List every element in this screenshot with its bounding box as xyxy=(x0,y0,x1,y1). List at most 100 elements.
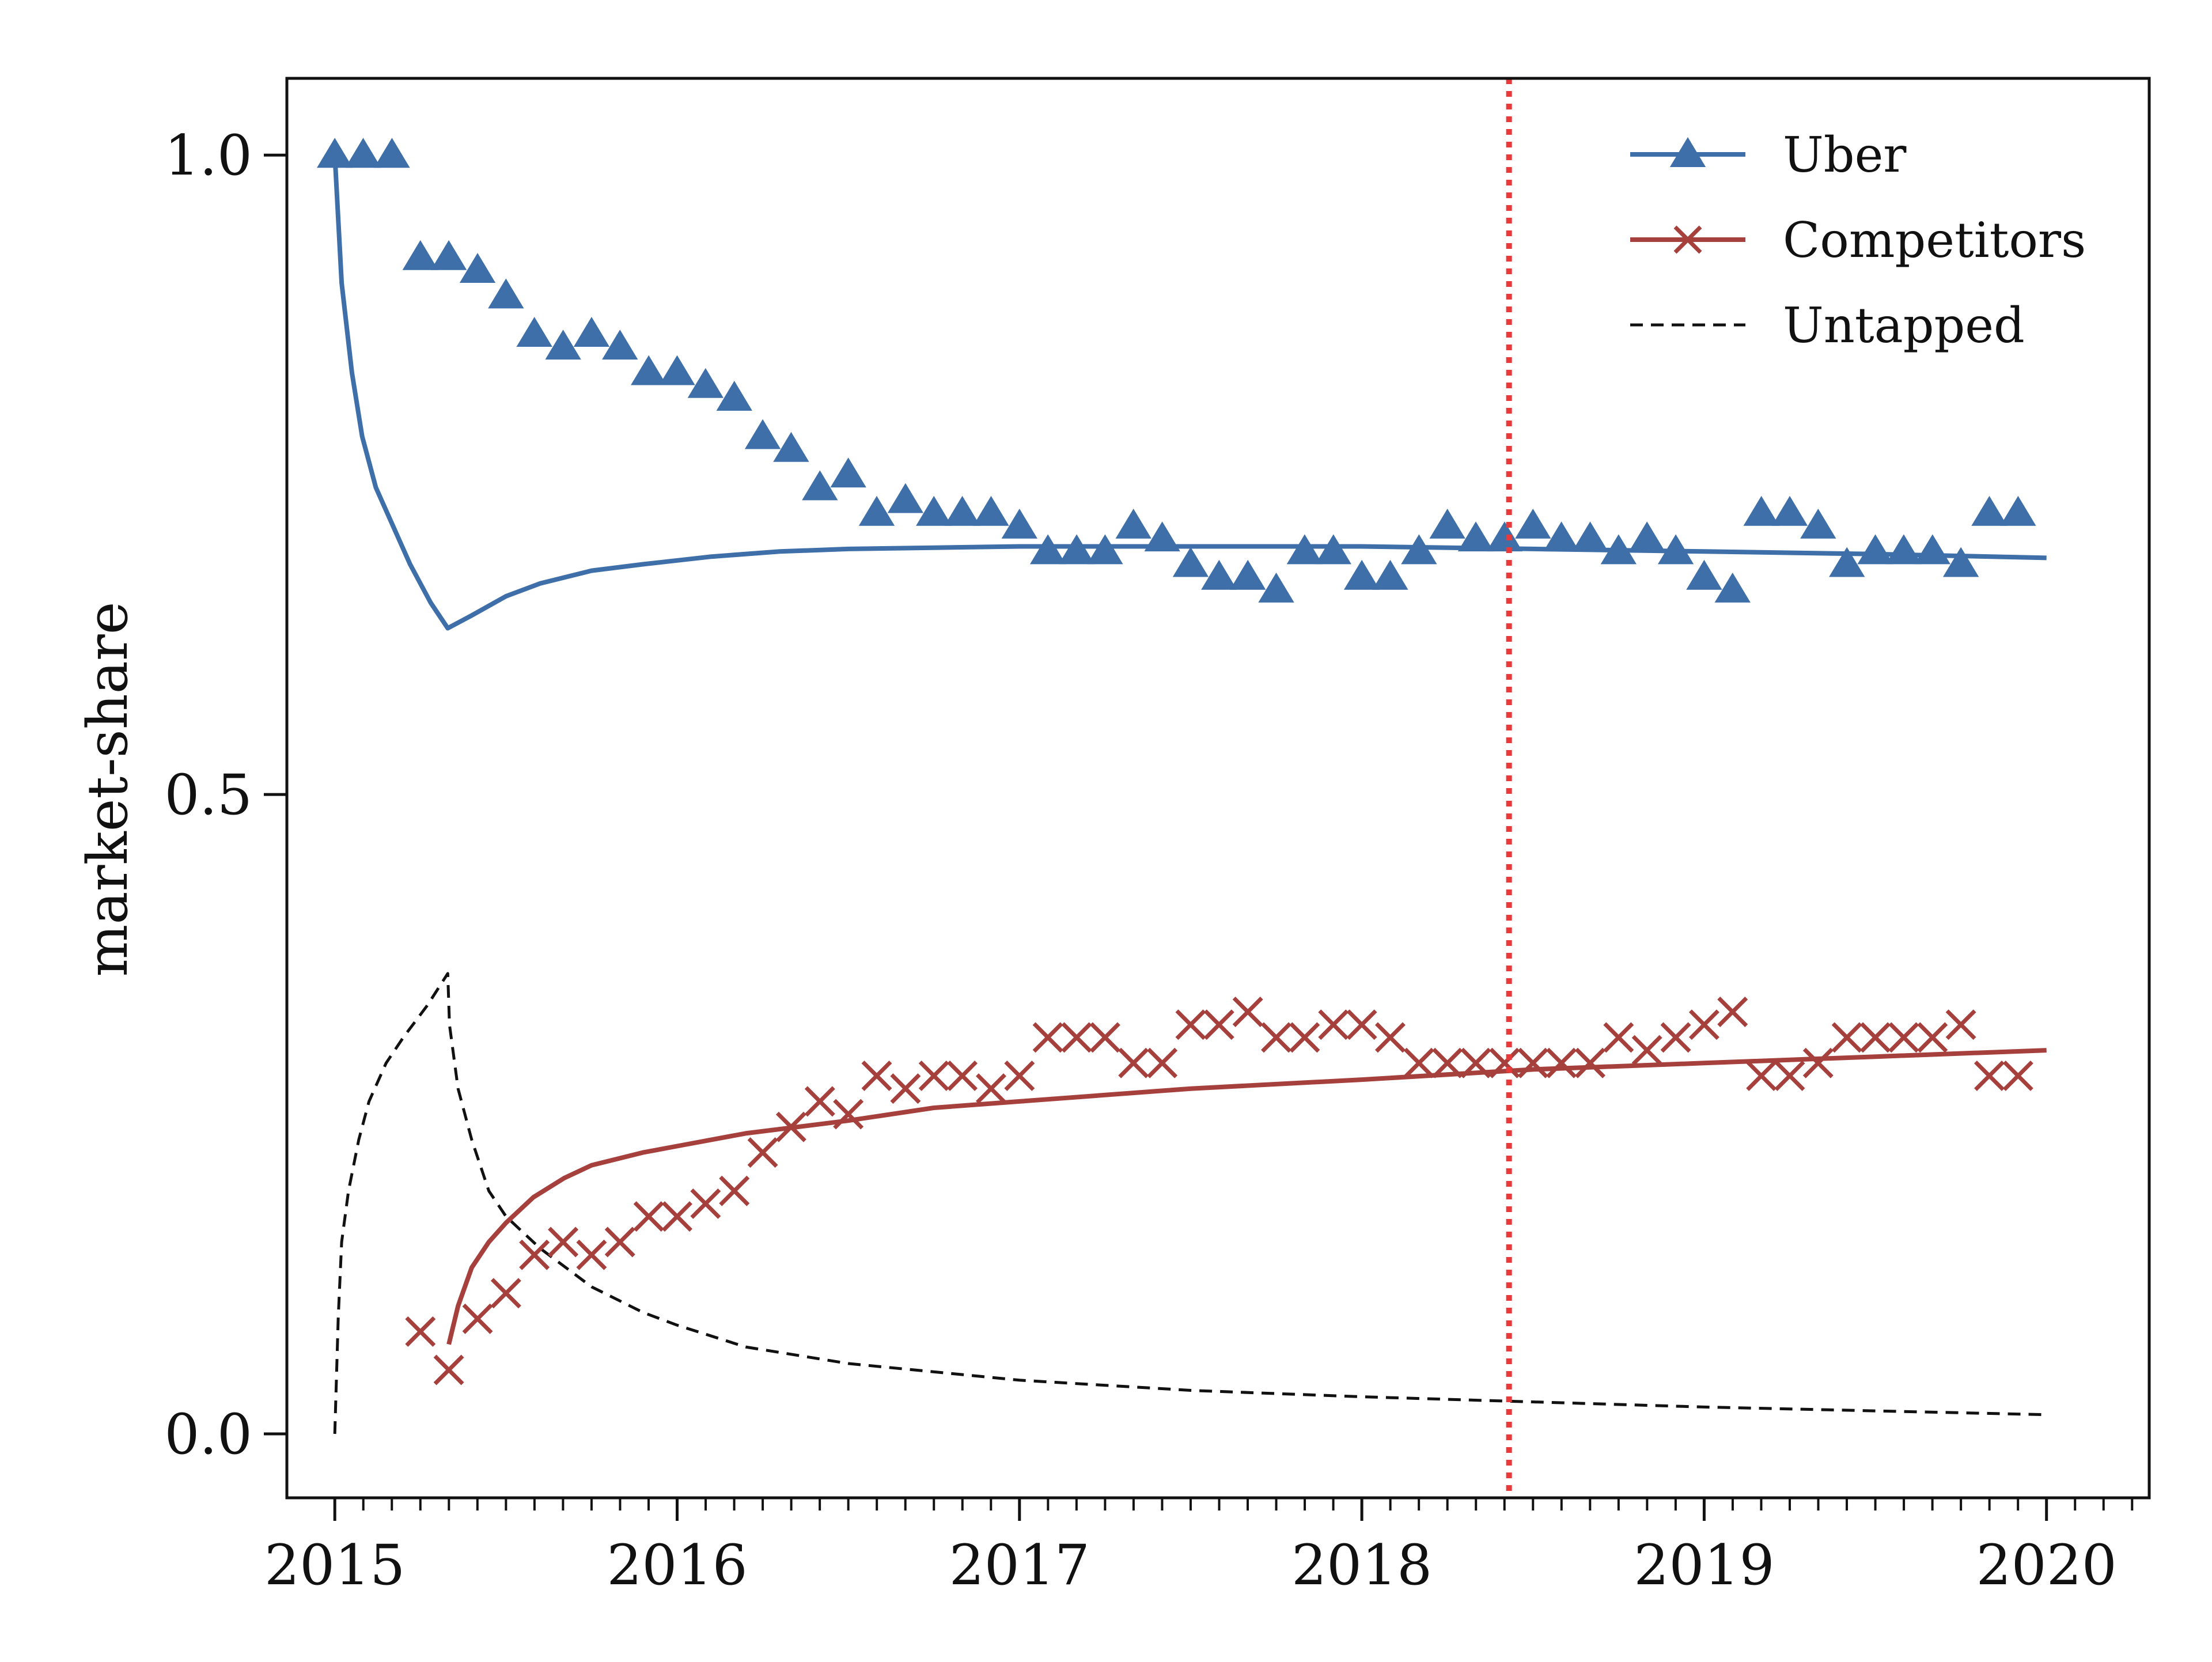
uber-point xyxy=(1572,521,1608,552)
competitors-point-stroke-b xyxy=(1831,1022,1862,1053)
competitors-point-stroke-b xyxy=(2002,1060,2033,1091)
uber-point xyxy=(1286,534,1323,565)
competitors-point-stroke-b xyxy=(490,1278,521,1309)
uber-point xyxy=(1457,521,1494,552)
legend-item-uber: Uber xyxy=(1630,127,1907,183)
uber-point xyxy=(631,355,667,385)
competitors-point-stroke-b xyxy=(1945,1009,1976,1040)
legend: Uber Competitors Untapped xyxy=(1630,127,2086,354)
competitors-point-stroke-b xyxy=(604,1226,635,1258)
competitors-point-stroke-b xyxy=(1403,1047,1434,1078)
competitors-point-stroke-b xyxy=(1203,1009,1234,1040)
legend-label: Competitors xyxy=(1783,212,2086,268)
competitors-point xyxy=(1517,1047,1548,1078)
uber-point xyxy=(2000,495,2036,526)
competitors-point-stroke-b xyxy=(1688,1009,1719,1040)
y-tick-label: 1.0 xyxy=(164,123,252,188)
competitors-point-stroke-b xyxy=(1802,1047,1834,1078)
competitors-point-stroke-b xyxy=(690,1188,721,1219)
competitors-point xyxy=(1004,1060,1035,1091)
uber-point xyxy=(830,457,866,488)
uber-point xyxy=(916,495,952,526)
competitors-point xyxy=(947,1060,978,1091)
competitors-point-stroke-b xyxy=(1089,1022,1120,1053)
competitors-point xyxy=(1774,1060,1805,1091)
competitors-point xyxy=(1717,996,1748,1027)
competitors-point-stroke-b xyxy=(1774,1060,1805,1091)
uber-point xyxy=(1343,559,1380,590)
uber-point xyxy=(1771,495,1808,526)
competitors-point-stroke-b xyxy=(662,1201,692,1232)
uber-point xyxy=(802,470,838,501)
competitors-point-stroke-b xyxy=(576,1239,607,1270)
uber-point xyxy=(1515,508,1551,539)
plot-layer xyxy=(317,78,2047,1498)
legend-x-marker-stroke-b xyxy=(1673,225,1702,254)
competitors-point-stroke-b xyxy=(1147,1047,1178,1078)
competitors-point-stroke-b xyxy=(433,1354,464,1385)
competitors-point xyxy=(433,1354,464,1385)
competitors-point xyxy=(1346,1009,1377,1040)
uber-point xyxy=(1942,547,1979,577)
y-axis-label: market-share xyxy=(75,601,140,976)
competitors-point-stroke-b xyxy=(1175,1009,1206,1040)
competitors-point xyxy=(1631,1035,1662,1066)
uber-point xyxy=(459,253,496,283)
competitors-point xyxy=(1802,1047,1834,1078)
competitors-point-stroke-b xyxy=(890,1073,921,1104)
uber-point xyxy=(1800,508,1836,539)
competitors-point xyxy=(576,1239,607,1270)
competitors-point xyxy=(747,1137,778,1168)
uber-point xyxy=(773,431,809,462)
competitors-point-stroke-b xyxy=(1318,1009,1349,1040)
competitors-point-stroke-b xyxy=(1917,1022,1948,1053)
uber-point xyxy=(602,330,638,360)
competitors-point-stroke-b xyxy=(747,1137,778,1168)
competitors-point xyxy=(1917,1022,1948,1053)
x-tick-label: 2020 xyxy=(1976,1533,2117,1597)
competitors-point xyxy=(1746,1060,1777,1091)
competitors-point-stroke-b xyxy=(1631,1035,1662,1066)
competitors-point xyxy=(1831,1022,1862,1053)
competitors-point-stroke-b xyxy=(1575,1047,1605,1078)
uber-point xyxy=(430,240,467,270)
competitors-point-stroke-b xyxy=(1860,1022,1891,1053)
competitors-point xyxy=(1061,1022,1092,1053)
uber-point xyxy=(1686,559,1722,590)
competitors-point xyxy=(1489,1047,1520,1078)
uber-point xyxy=(1657,534,1694,565)
competitors-point xyxy=(833,1099,864,1130)
competitors-point xyxy=(1432,1047,1463,1078)
uber-point xyxy=(1401,534,1437,565)
competitors-point xyxy=(719,1175,750,1206)
competitors-point xyxy=(633,1201,664,1232)
competitors-point-stroke-b xyxy=(1374,1022,1406,1053)
uber-point xyxy=(973,495,1009,526)
competitors-point-stroke-b xyxy=(1517,1047,1548,1078)
competitors-point-stroke-b xyxy=(775,1111,806,1142)
competitors-point xyxy=(2002,1060,2033,1091)
competitors-point xyxy=(1603,1022,1634,1053)
competitors-point xyxy=(976,1073,1006,1104)
competitors-point-stroke-b xyxy=(1261,1022,1292,1053)
uber-point xyxy=(1857,534,1893,565)
y-tick-label: 0.0 xyxy=(164,1402,252,1467)
uber-point xyxy=(374,138,410,168)
competitors-point-stroke-b xyxy=(1232,996,1263,1027)
competitors-point xyxy=(1688,1009,1719,1040)
legend-x-marker xyxy=(1673,225,1702,254)
competitors-point-stroke-b xyxy=(719,1175,750,1206)
competitors-point xyxy=(405,1316,436,1347)
uber-point xyxy=(573,317,610,347)
competitors-point xyxy=(1089,1022,1120,1053)
competitors-point-stroke-b xyxy=(1603,1022,1634,1053)
competitors-point-stroke-b xyxy=(1489,1047,1520,1078)
uber-point xyxy=(488,278,524,309)
competitors-point-stroke-b xyxy=(1061,1022,1092,1053)
legend-item-competitors: Competitors xyxy=(1630,212,2086,268)
competitors-point-stroke-b xyxy=(1717,996,1748,1027)
competitors-point xyxy=(804,1086,835,1117)
